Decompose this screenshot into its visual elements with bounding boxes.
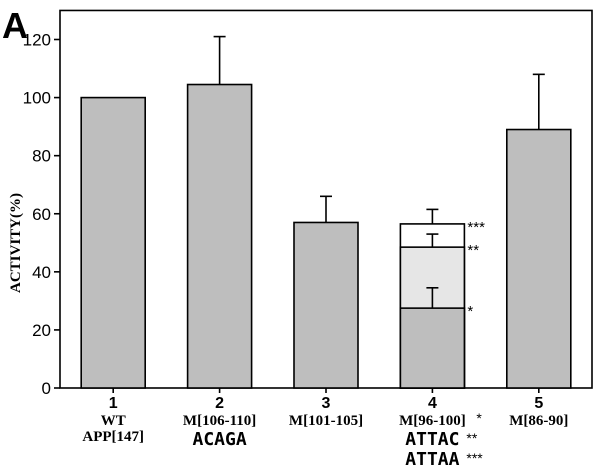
y-axis-label: ACTIVITY(%) — [8, 193, 24, 293]
category-label: M[101-105] — [289, 413, 363, 429]
bar — [293, 221, 359, 389]
significance-mark: *** — [467, 219, 485, 236]
category-label: APP[147] — [82, 429, 144, 445]
bar-segment — [399, 307, 466, 389]
plot-area: 020406080100120******1WTAPP[147]2M[106-1… — [23, 9, 593, 470]
y-tick-label: 20 — [32, 321, 51, 340]
significance-mark: * — [467, 303, 473, 320]
bar — [505, 128, 572, 389]
significance-mark: * — [476, 410, 482, 426]
significance-mark: *** — [466, 450, 483, 466]
category-label: M[86-90] — [509, 413, 568, 429]
y-tick-label: 40 — [32, 263, 51, 282]
x-tick-label: 2 — [215, 395, 224, 412]
category-label: WT — [101, 413, 126, 429]
panel-label: A — [2, 5, 28, 46]
y-tick-label: 100 — [23, 89, 51, 108]
category-label: M[96-100] — [399, 413, 466, 429]
category-label: M[106-110] — [183, 413, 256, 429]
significance-mark: ** — [467, 242, 479, 259]
sequence-label: ACAGA — [193, 429, 247, 450]
y-tick-label: 120 — [23, 31, 51, 50]
y-tick-label: 80 — [32, 147, 51, 166]
bar — [80, 96, 146, 389]
x-tick-label: 5 — [534, 395, 543, 412]
y-tick-label: 60 — [32, 205, 51, 224]
x-tick-label: 1 — [109, 395, 118, 412]
x-tick-label: 4 — [428, 395, 437, 412]
y-tick-label: 0 — [42, 379, 51, 398]
sequence-label: ATTAA — [405, 449, 459, 470]
bar — [186, 83, 253, 389]
x-tick-label: 3 — [322, 395, 331, 412]
significance-mark: ** — [466, 430, 477, 446]
sequence-label: ATTAC — [405, 429, 459, 450]
